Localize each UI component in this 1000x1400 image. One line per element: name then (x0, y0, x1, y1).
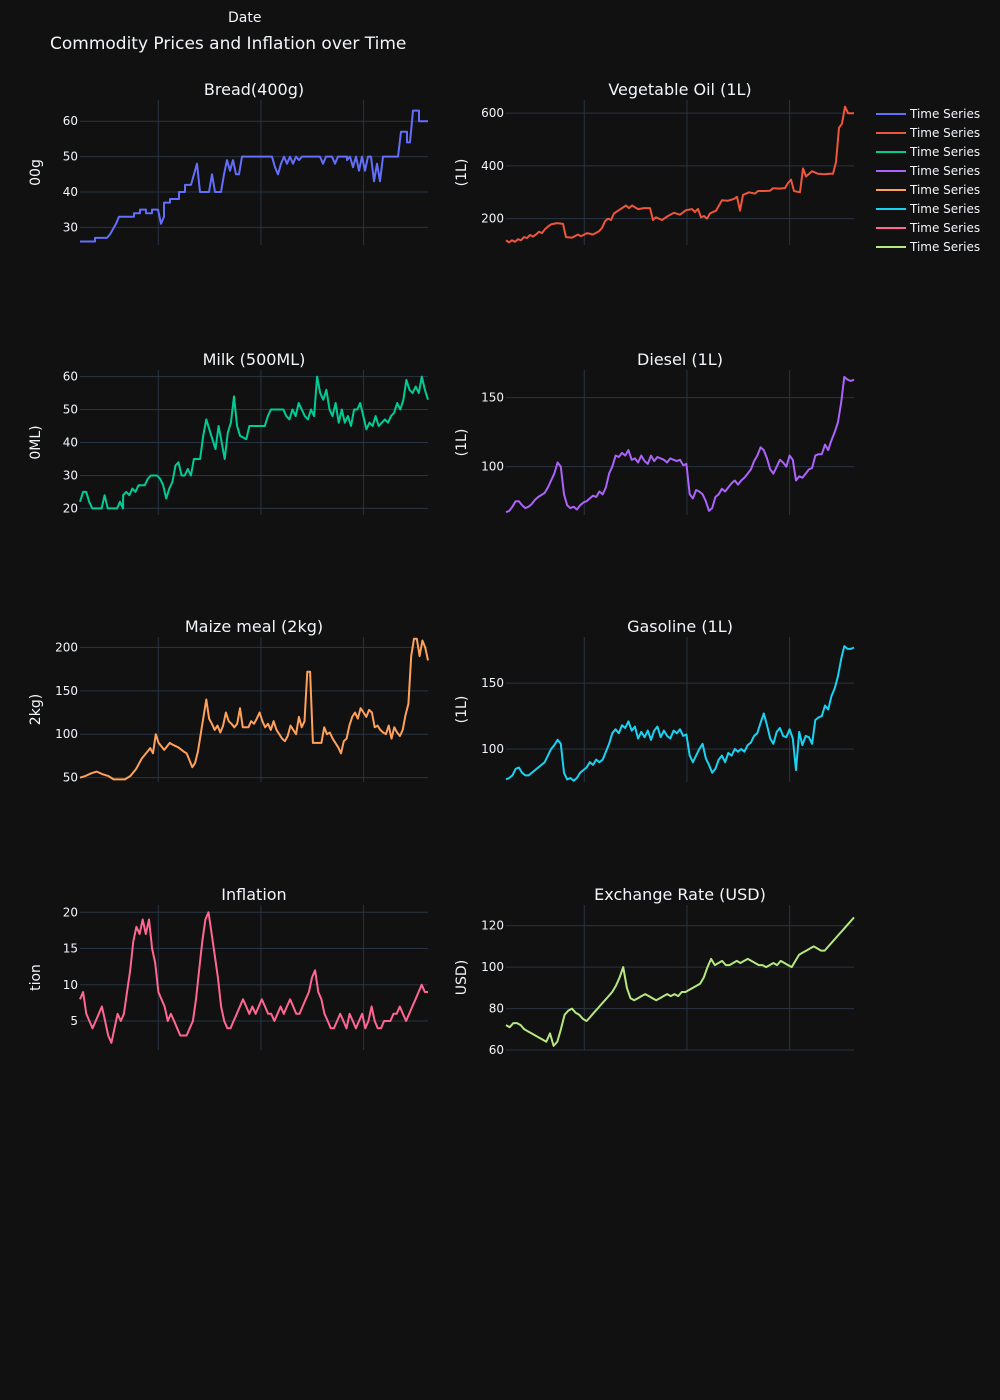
y-tick-label: 50 (63, 150, 78, 164)
subplot-title: Exchange Rate (USD) (594, 885, 766, 904)
subplot-title: Inflation (221, 885, 286, 904)
subplot-3: 20 30 40 50 60 Milk (500ML) 0ML) (28, 350, 429, 515)
legend-label: Time Series (909, 240, 980, 254)
series-line[interactable] (80, 109, 428, 243)
subplot-title: Gasoline (1L) (627, 617, 733, 636)
subplot-5: 50 100 150 200 Maize meal (2kg) 2kg) (28, 617, 429, 785)
subplot-6: 100 150 Gasoline (1L) (1L) (454, 617, 855, 782)
legend-label: Time Series (909, 183, 980, 197)
legend-item[interactable]: Time Series (876, 183, 980, 197)
subplot-title: Bread(400g) (204, 80, 304, 99)
y-tick-label: 50 (63, 771, 78, 785)
legend-label: Time Series (909, 126, 980, 140)
y-axis-label: 00g (28, 159, 44, 186)
y-tick-label: 40 (63, 436, 78, 450)
y-axis-label: (1L) (454, 429, 470, 457)
series-line[interactable] (79, 637, 429, 781)
subplot-1: 30 40 50 60 Bread(400g) 00g (28, 80, 428, 245)
y-tick-label: 5 (70, 1014, 78, 1028)
series-line[interactable] (505, 375, 855, 514)
y-tick-label: 30 (63, 468, 78, 482)
y-tick-label: 10 (63, 978, 78, 992)
y-tick-label: 20 (63, 501, 78, 515)
y-tick-label: 60 (63, 370, 78, 384)
legend: Time Series Time Series Time Series Time Se… (876, 107, 980, 254)
series-line[interactable] (79, 911, 428, 1044)
y-tick-label: 200 (55, 640, 78, 654)
y-tick-label: 150 (55, 684, 78, 698)
y-axis-label: (1L) (454, 159, 470, 187)
legend-item[interactable]: Time Series (876, 202, 980, 216)
legend-item[interactable]: Time Series (876, 164, 980, 178)
chart-title: Commodity Prices and Inflation over Time (50, 34, 407, 54)
legend-label: Time Series (909, 164, 980, 178)
y-tick-label: 100 (481, 960, 504, 974)
y-tick-label: 40 (63, 185, 78, 199)
series-line[interactable] (505, 645, 855, 782)
subplot-title: Milk (500ML) (203, 350, 306, 369)
legend-item[interactable]: Time Series (876, 126, 980, 140)
y-tick-label: 60 (63, 114, 78, 128)
legend-item[interactable]: Time Series (876, 107, 980, 121)
y-tick-label: 600 (481, 106, 504, 120)
subplot-2: 200 400 600 Vegetable Oil (1L) (1L) (454, 80, 854, 245)
legend-label: Time Series (909, 221, 980, 235)
series-line[interactable] (505, 105, 854, 244)
y-tick-label: 15 (63, 942, 78, 956)
subplot-title: Vegetable Oil (1L) (608, 80, 751, 99)
y-tick-label: 80 (489, 1002, 504, 1016)
subplot-8: 60 80 100 120 Exchange Rate (USD) USD) (454, 885, 855, 1057)
series-line[interactable] (79, 375, 429, 510)
y-tick-label: 200 (481, 212, 504, 226)
legend-label: Time Series (909, 145, 980, 159)
legend-label: Time Series (909, 202, 980, 216)
y-tick-label: 100 (481, 460, 504, 474)
subplot-4: 100 150 Diesel (1L) (1L) (454, 350, 855, 515)
y-tick-label: 50 (63, 403, 78, 417)
y-axis-label: USD) (454, 960, 470, 995)
y-axis-label: 2kg) (28, 694, 44, 725)
y-tick-label: 150 (481, 676, 504, 690)
legend-item[interactable]: Time Series (876, 221, 980, 235)
legend-item[interactable]: Time Series (876, 145, 980, 159)
subplot-7: 5 10 15 20 Inflation tion (28, 885, 428, 1050)
y-axis-label: (1L) (454, 696, 470, 724)
y-tick-label: 400 (481, 159, 504, 173)
y-tick-label: 100 (55, 727, 78, 741)
subplot-title: Diesel (1L) (637, 350, 723, 369)
y-tick-label: 60 (489, 1043, 504, 1057)
legend-label: Time Series (909, 107, 980, 121)
y-tick-label: 30 (63, 220, 78, 234)
y-tick-label: 150 (481, 391, 504, 405)
y-axis-label: 0ML) (28, 425, 44, 459)
subplot-title: Maize meal (2kg) (185, 617, 323, 636)
y-tick-label: 120 (481, 919, 504, 933)
y-tick-label: 100 (481, 742, 504, 756)
y-axis-label: tion (28, 964, 44, 991)
top-axis-label: Date (228, 10, 262, 26)
y-tick-label: 20 (63, 905, 78, 919)
legend-item[interactable]: Time Series (876, 240, 980, 254)
series-line[interactable] (505, 916, 855, 1047)
